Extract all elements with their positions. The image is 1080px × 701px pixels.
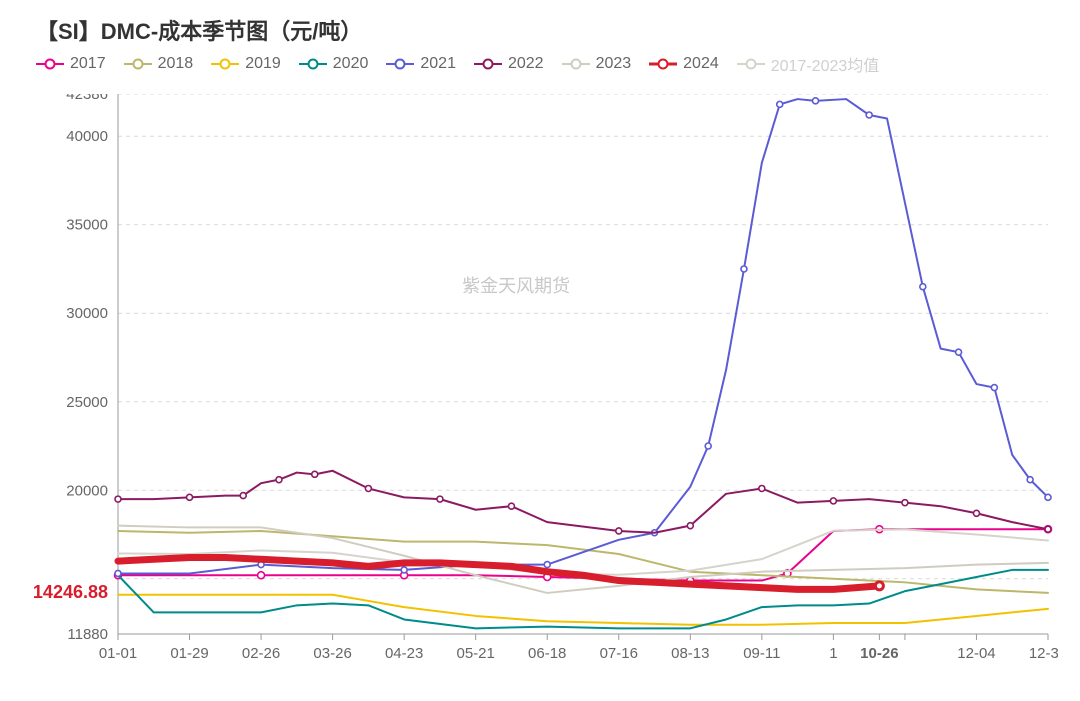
chart-area: 11880 20000 25000 30000 35000 40000 42386 01-01… [30, 94, 1050, 695]
legend-item-2021[interactable]: 2021 [386, 55, 456, 73]
legend-item-2017-2023均值[interactable]: 2017-2023均值 [737, 52, 880, 76]
legend: 2017 2018 2019 2020 2021 2022 2023 2024 2017-202… [30, 52, 1050, 76]
legend-item-2017[interactable]: 2017 [36, 55, 106, 73]
svg-text:11880: 11880 [67, 626, 108, 643]
svg-text:01-01: 01-01 [99, 645, 137, 662]
svg-text:04-23: 04-23 [385, 645, 423, 662]
svg-text:02-26: 02-26 [242, 645, 280, 662]
svg-text:42386: 42386 [66, 94, 108, 103]
svg-text:20000: 20000 [66, 482, 108, 499]
svg-text:07-16: 07-16 [600, 645, 638, 662]
svg-text:12-31: 12-31 [1029, 645, 1058, 662]
x-axis: 01-01 01-29 02-26 03-26 04-23 05-21 06-18 07-16… [99, 634, 1058, 662]
svg-text:12-04: 12-04 [957, 645, 995, 662]
svg-text:14246.88: 14246.88 [33, 582, 108, 602]
svg-text:05-21: 05-21 [457, 645, 495, 662]
svg-text:40000: 40000 [66, 128, 108, 145]
svg-text:08-13: 08-13 [671, 645, 709, 662]
svg-text:09-11: 09-11 [743, 645, 780, 662]
legend-item-2020[interactable]: 2020 [299, 55, 369, 73]
legend-item-2018[interactable]: 2018 [124, 55, 194, 73]
legend-item-2024[interactable]: 2024 [649, 55, 719, 73]
svg-text:30000: 30000 [66, 305, 108, 322]
chart-title: 【SI】DMC-成本季节图（元/吨） [36, 14, 1050, 46]
svg-text:06-18: 06-18 [528, 645, 566, 662]
svg-text:1: 1 [829, 645, 837, 662]
legend-item-2022[interactable]: 2022 [474, 55, 544, 73]
legend-item-2023[interactable]: 2023 [562, 55, 632, 73]
svg-text:01-29: 01-29 [170, 645, 208, 662]
chart-svg: 11880 20000 25000 30000 35000 40000 42386 01-01… [30, 94, 1058, 690]
svg-text:10-26: 10-26 [860, 645, 898, 662]
svg-text:25000: 25000 [66, 394, 108, 411]
svg-text:03-26: 03-26 [313, 645, 351, 662]
svg-text:35000: 35000 [66, 217, 108, 234]
legend-item-2019[interactable]: 2019 [211, 55, 281, 73]
